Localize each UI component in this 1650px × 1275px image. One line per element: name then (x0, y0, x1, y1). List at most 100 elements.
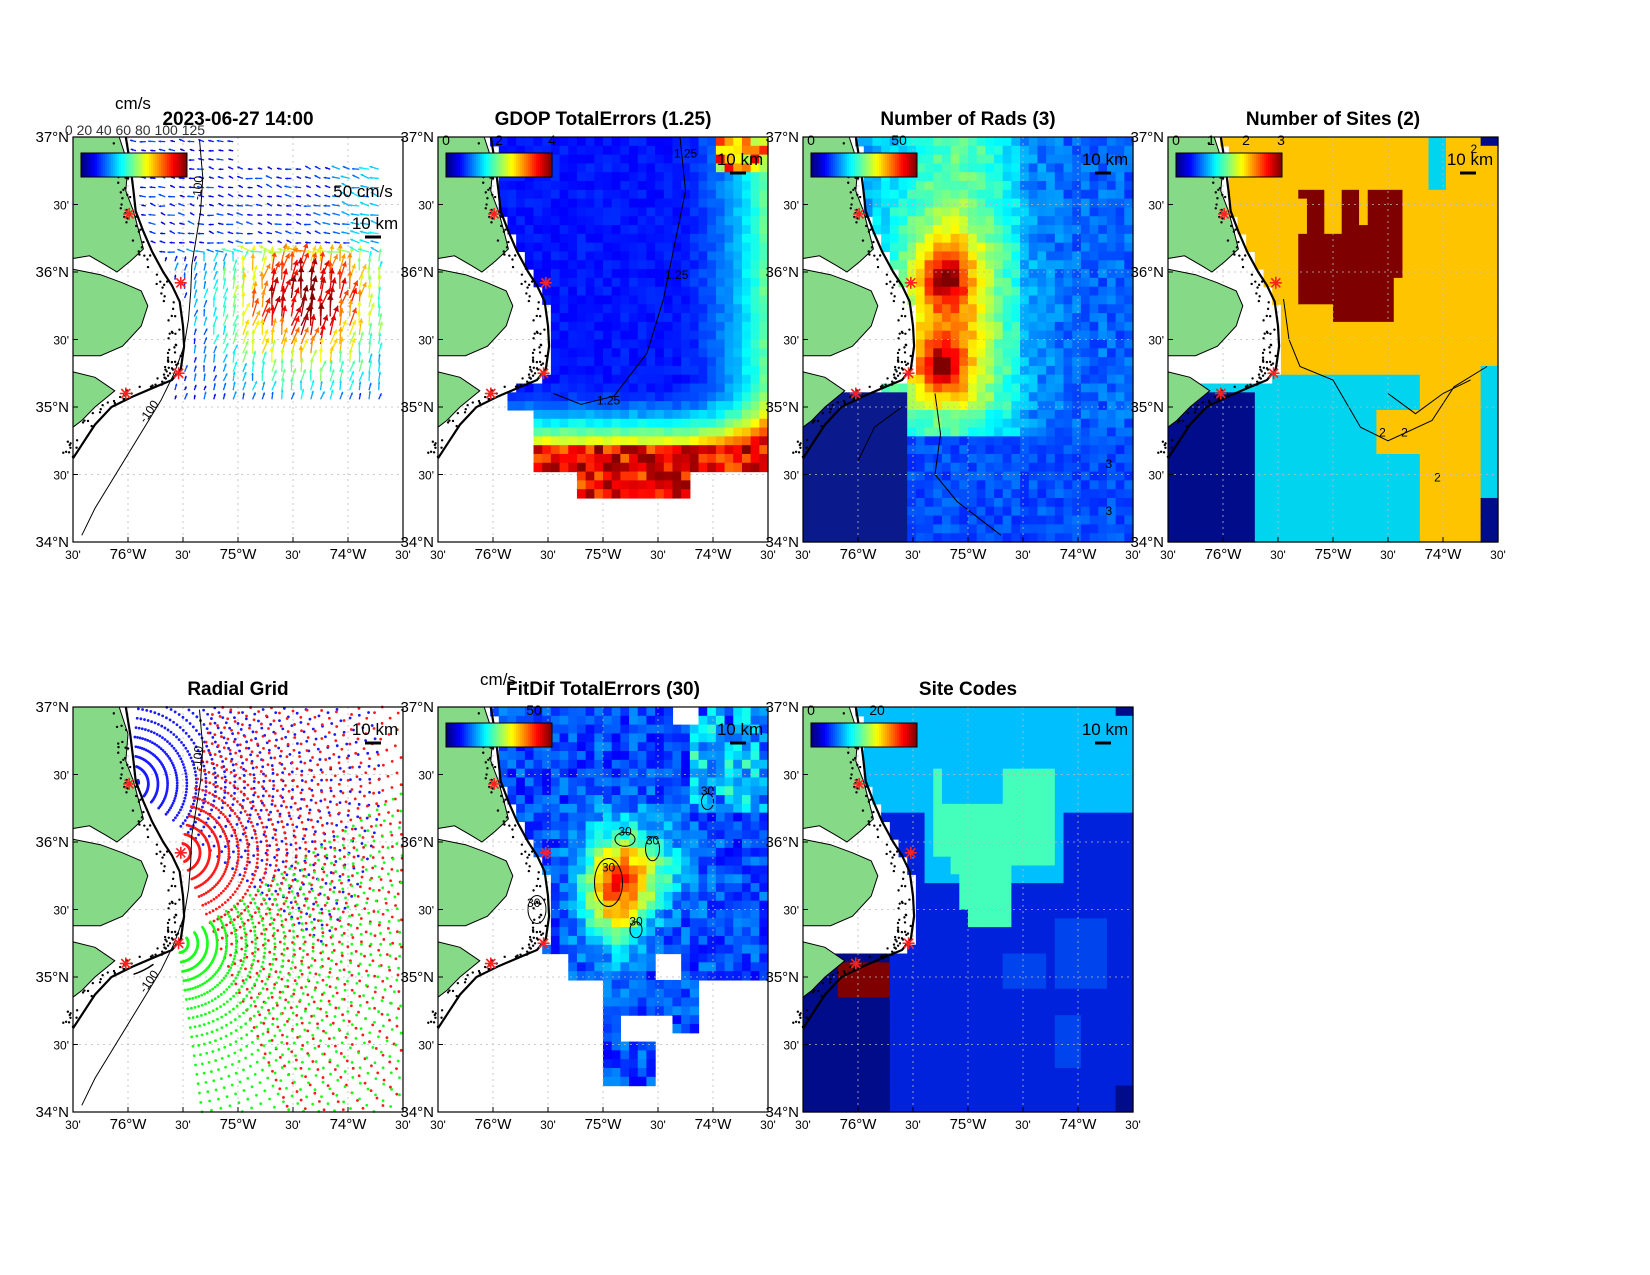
coast-speck (62, 1021, 65, 1024)
coast-speck (69, 1016, 72, 1020)
radial-point (367, 813, 371, 817)
radial-point (220, 735, 223, 739)
radial-point (354, 827, 357, 831)
vector-head (303, 338, 308, 344)
vector-head (241, 310, 246, 315)
vector-head (195, 298, 198, 302)
radial-point (146, 738, 150, 742)
radial-point (318, 758, 322, 761)
radial-point (242, 774, 246, 777)
radial-point (356, 806, 360, 810)
contour-label: 3 (1105, 457, 1112, 471)
vector-head (271, 251, 277, 257)
radial-point (342, 1100, 346, 1104)
radial-point (320, 723, 324, 727)
radial-point (175, 781, 179, 785)
vector-head (184, 256, 187, 259)
coast-speck (75, 439, 79, 442)
radial-point (380, 999, 384, 1003)
vector-head (284, 194, 288, 197)
radial-point (390, 833, 394, 837)
coast-speck (1265, 360, 1269, 364)
lat-tick-label: 36°N (1130, 264, 1164, 281)
radial-point (298, 998, 302, 1002)
vector-head (189, 241, 192, 244)
vector-head (234, 284, 239, 289)
lat-tick-label: 36°N (35, 264, 69, 281)
radial-point (334, 927, 338, 931)
radial-point (262, 1021, 266, 1025)
radial-point (302, 827, 305, 831)
radial-point (295, 902, 299, 906)
vector-head (159, 250, 162, 253)
radial-point (192, 741, 196, 745)
radial-point (267, 727, 270, 730)
vector-head (331, 176, 335, 179)
radial-point (304, 899, 308, 903)
radial-point (180, 805, 184, 809)
vector-head (225, 314, 229, 318)
radial-point (245, 879, 249, 883)
radial-point (333, 855, 337, 858)
vector-head (267, 166, 271, 169)
radial-point (230, 942, 234, 946)
radial-point (205, 1032, 209, 1035)
vector-head (303, 327, 309, 333)
radial-point (366, 897, 369, 901)
radial-point (293, 866, 297, 870)
vector-head (168, 148, 171, 151)
vector-head (193, 338, 196, 341)
radial-point (329, 845, 333, 849)
radial-point (263, 1052, 267, 1056)
vector-head (247, 186, 250, 189)
radial-point (300, 1074, 304, 1078)
vector-head (272, 277, 279, 284)
radial-point (312, 832, 316, 836)
panel-title: Number of Sites (2) (1246, 109, 1420, 130)
radial-point (244, 1056, 248, 1060)
coast-speck (876, 265, 880, 269)
radial-point (350, 1060, 354, 1064)
coast-speck (126, 193, 129, 197)
radial-point (311, 949, 315, 953)
radial-point (311, 840, 314, 844)
radial-point (356, 894, 360, 898)
radial-point (327, 716, 331, 720)
vector-head (189, 167, 192, 171)
vector-head (149, 231, 152, 234)
lat-tick-label: 34°N (1130, 534, 1164, 551)
radial-point (337, 782, 341, 786)
vector-head (178, 176, 181, 180)
radial-point (295, 1090, 299, 1093)
radial-point (219, 835, 222, 838)
radial-point (205, 744, 209, 748)
radial-point (325, 923, 329, 927)
radial-point (337, 755, 341, 759)
vector-head (270, 327, 276, 333)
radial-point (258, 751, 262, 754)
vector-head (283, 327, 288, 333)
radial-point (189, 827, 193, 831)
vector-head (242, 392, 245, 395)
coast-speck (1271, 362, 1275, 365)
radial-point (304, 875, 308, 878)
radial-point (212, 783, 216, 786)
radial-point (340, 951, 344, 955)
vector-head (310, 314, 317, 321)
radial-point (225, 947, 228, 951)
vector-head (368, 341, 372, 345)
radial-point (360, 940, 363, 944)
radial-point (217, 854, 221, 858)
radial-point (253, 954, 256, 958)
coast-speck (165, 280, 169, 283)
radial-point (329, 917, 333, 921)
radial-point (190, 759, 194, 763)
radial-point (361, 1106, 365, 1110)
vector-head (198, 176, 202, 179)
radial-point (270, 1038, 274, 1042)
radial-point (226, 791, 230, 795)
radial-point (259, 1021, 263, 1024)
coast-speck (433, 443, 436, 447)
coast-speck (865, 224, 868, 228)
vector-head (306, 194, 309, 197)
